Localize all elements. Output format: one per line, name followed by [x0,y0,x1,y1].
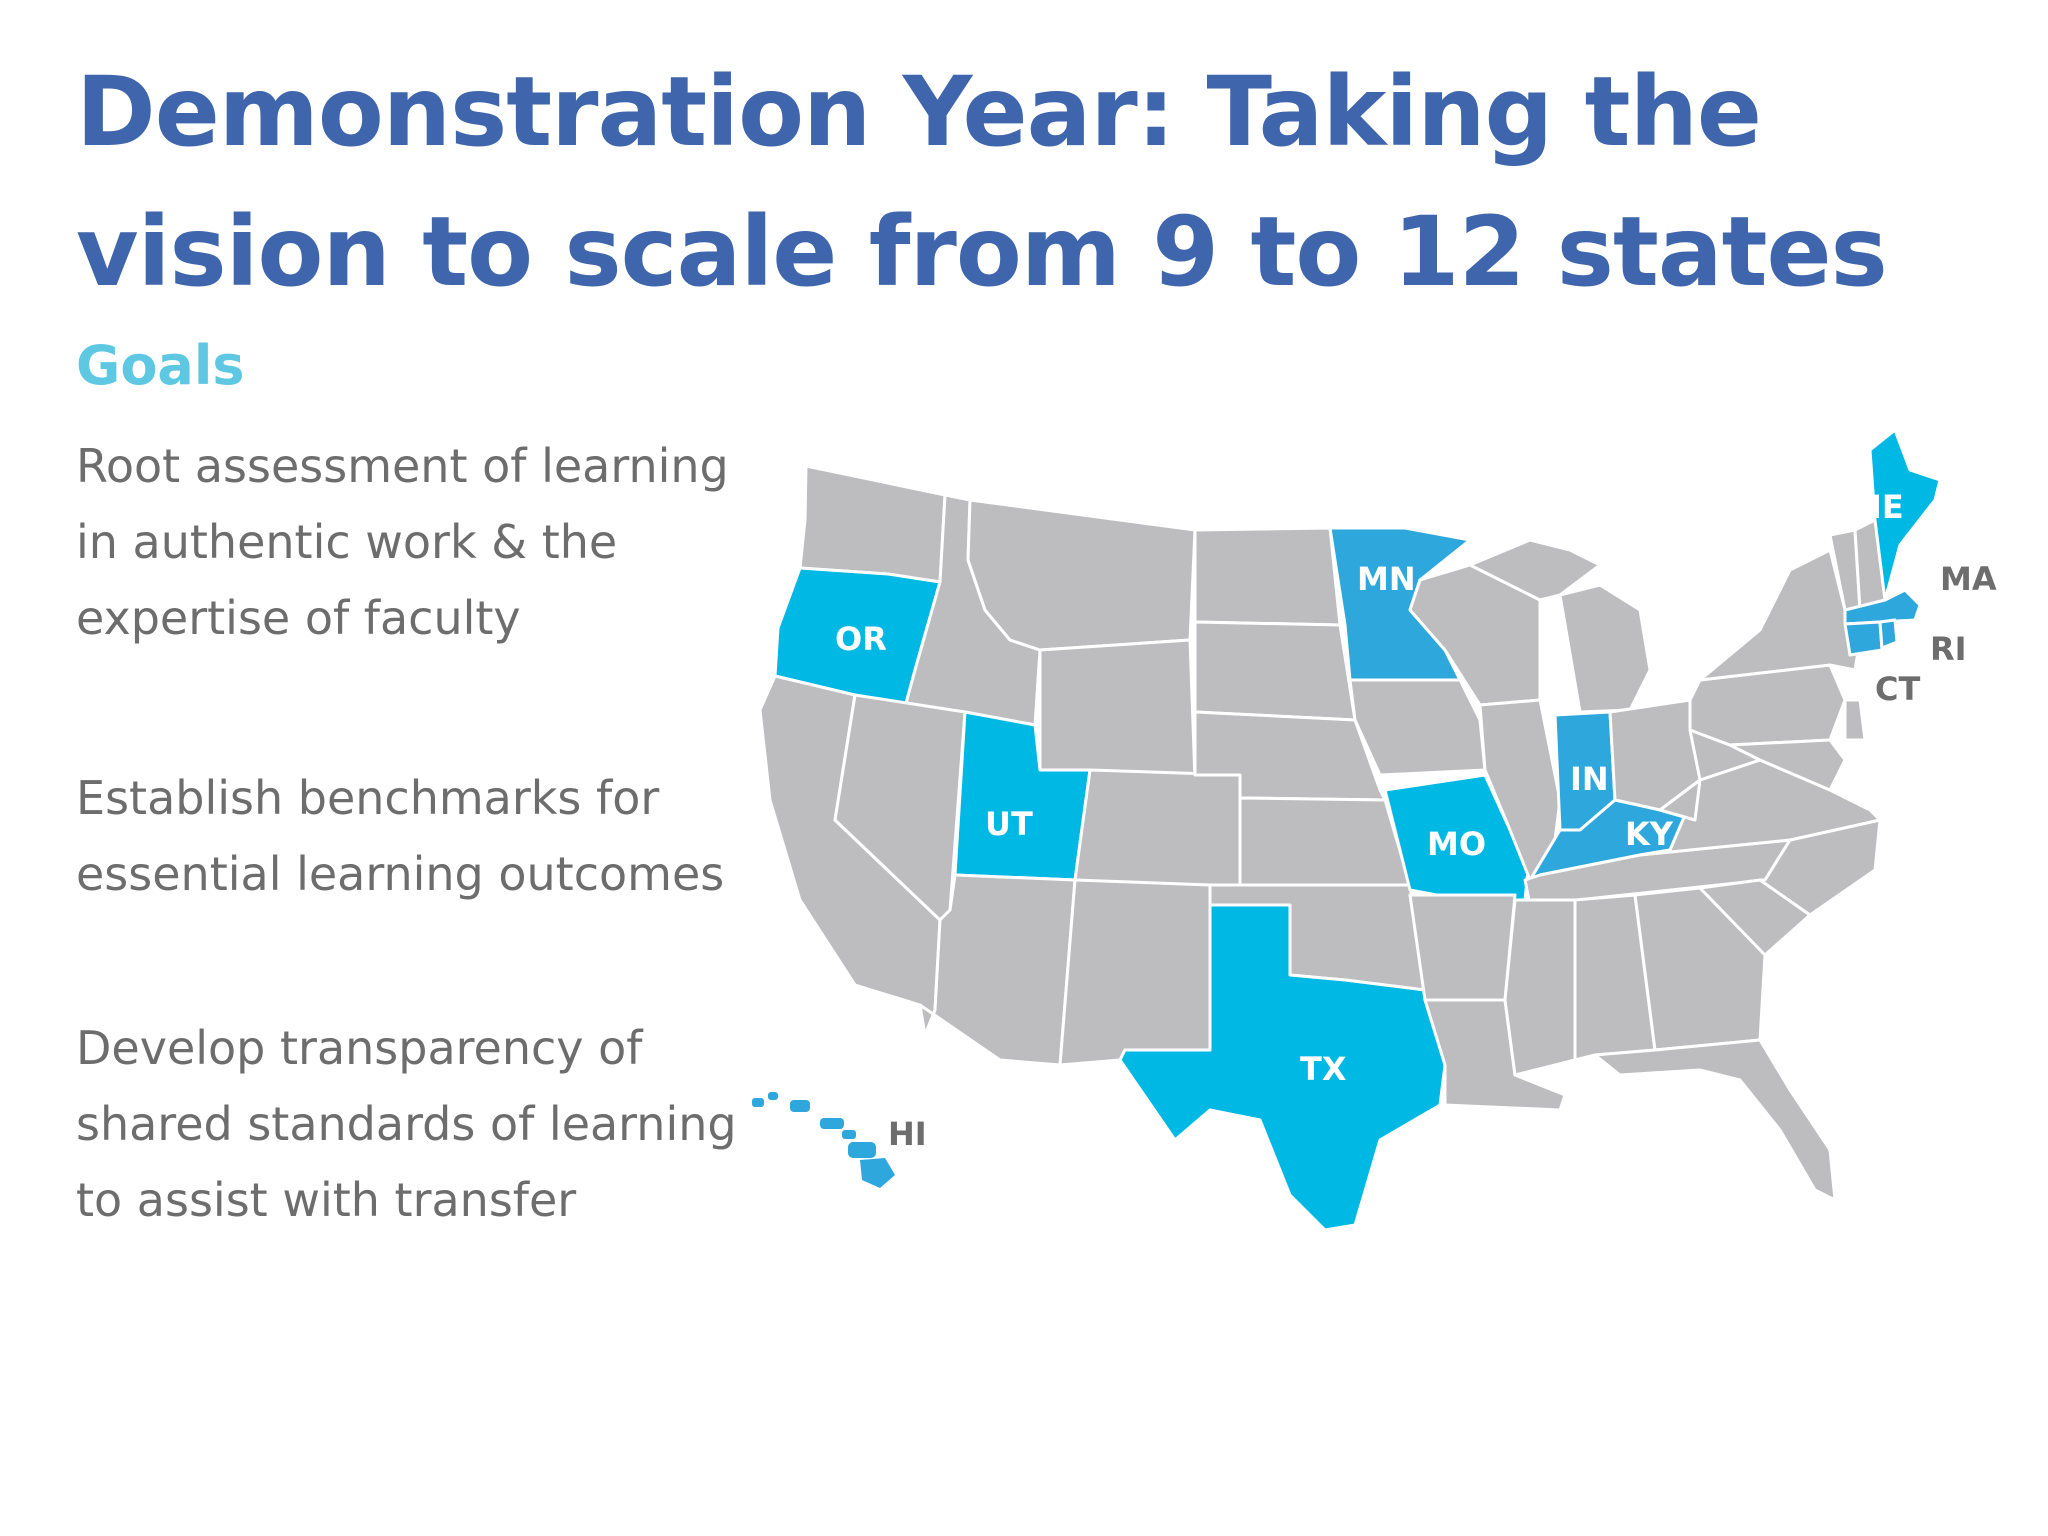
state-ga [1633,886,1767,1052]
label-ky: KY [1625,815,1674,853]
state-wy [1038,638,1197,782]
state-nd [1193,526,1342,627]
state-hi [752,1092,895,1188]
state-ar [1408,893,1517,1002]
label-ct: CT [1875,670,1920,708]
label-mn: MN [1357,560,1416,598]
state-ri [1878,618,1899,650]
state-ms [1503,898,1577,1077]
label-ut: UT [985,805,1033,843]
label-ri: RI [1930,630,1967,668]
state-mt [966,498,1197,652]
goal-item-2: Establish benchmarks for essential learn… [76,771,725,901]
label-tx: TX [1300,1050,1347,1088]
goal-item-3: Develop transparency of shared standards… [76,1021,737,1227]
state-co [1073,768,1242,892]
state-nm [1058,878,1212,1067]
label-in: IN [1570,760,1609,798]
label-mo: MO [1427,825,1486,863]
state-nj [1843,698,1867,742]
slide-title: Demonstration Year: Taking the vision to… [76,56,1888,308]
label-or: OR [835,620,887,658]
state-me [1868,428,1942,602]
state-wa [798,464,947,584]
state-sd [1193,620,1357,722]
state-tx [1118,903,1447,1232]
label-ma: MA [1940,560,1997,598]
goal-item-1: Root assessment of learning in authentic… [76,439,729,645]
goals-heading: Goals [76,334,245,397]
state-md [1728,738,1847,792]
label-me: ME [1850,488,1904,526]
state-fl [1593,1038,1837,1202]
state-mi-up [1468,538,1602,602]
state-ks [1238,796,1412,887]
label-hi: HI [888,1115,927,1153]
state-ct [1843,620,1884,657]
state-mi [1558,583,1652,714]
